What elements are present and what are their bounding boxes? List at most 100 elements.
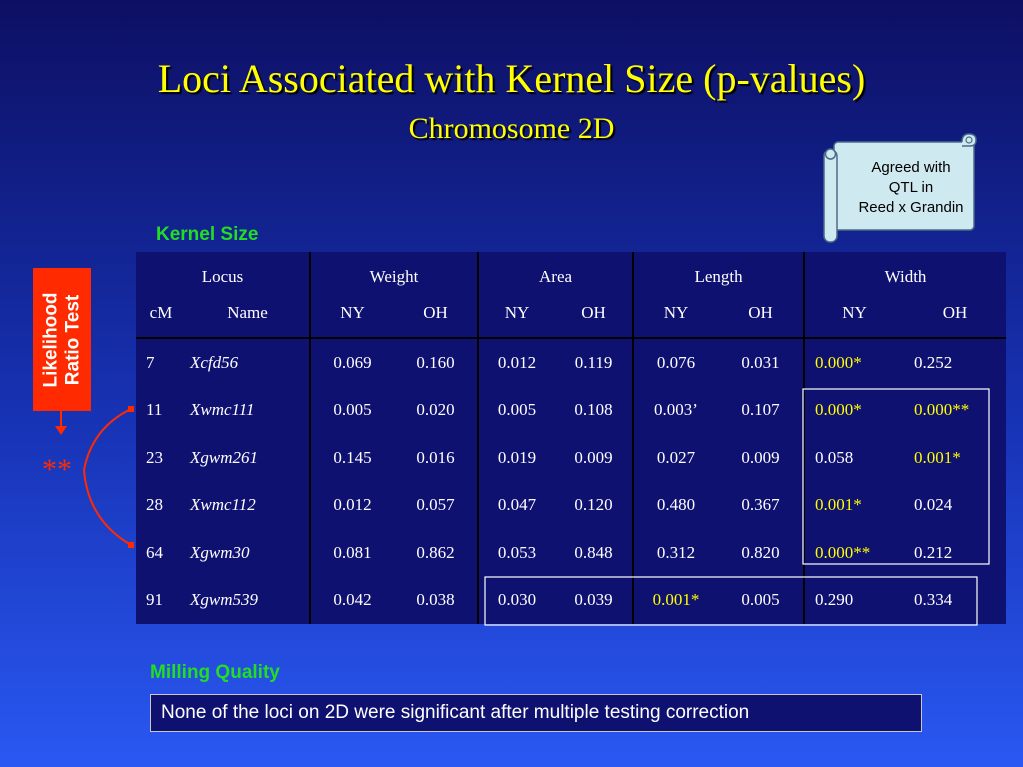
scroll-callout-text: Agreed with QTL in Reed x Grandin <box>838 158 984 218</box>
table-row: 91 Xgwm539 0.042 0.038 0.030 0.039 0.001* 0.005… <box>136 576 1006 624</box>
cell-weight-oh: 0.016 <box>416 447 455 467</box>
cell-length-oh: 0.005 <box>741 590 780 610</box>
cell-area-oh: 0.108 <box>574 400 613 420</box>
cell-weight-oh: 0.862 <box>416 542 455 562</box>
cell-weight-ny: 0.069 <box>309 337 395 387</box>
table-subheader-row: cM Name NY OH NY OH NY OH NY OH <box>136 302 1007 338</box>
significance-asterisks: ** <box>42 453 72 486</box>
cell-length-ny: 0.312 <box>632 528 719 577</box>
table-row: 64 Xgwm30 0.081 0.862 0.053 0.848 0.312 0.820 0.… <box>136 528 1006 577</box>
subheader-ny: NY <box>803 302 905 338</box>
cell-cm: 64 <box>146 542 163 562</box>
cell-cm: 28 <box>146 495 163 515</box>
subheader-ny: NY <box>632 302 719 338</box>
cell-length-oh: 0.031 <box>741 352 780 372</box>
milling-quality-label: Milling Quality <box>150 662 280 683</box>
cell-length-oh: 0.820 <box>741 542 780 562</box>
cell-weight-oh: 0.038 <box>416 590 455 610</box>
subheader-oh: OH <box>942 302 968 322</box>
subheader-ny: NY <box>477 302 556 338</box>
milling-note-box: None of the loci on 2D were significant … <box>150 694 922 732</box>
table-row: 28 Xwmc112 0.012 0.057 0.047 0.120 0.480 0.367 0… <box>136 481 1006 529</box>
cell-length-oh: 0.009 <box>741 447 780 467</box>
subheader-ny: NY <box>309 302 395 338</box>
cell-area-ny: 0.012 <box>477 337 556 387</box>
header-weight: Weight <box>309 252 479 303</box>
connector-dot <box>128 542 134 548</box>
subheader-oh: OH <box>581 302 606 322</box>
scroll-callout <box>822 132 978 244</box>
cell-weight-ny: 0.012 <box>309 481 395 529</box>
cell-length-ny: 0.027 <box>632 433 719 482</box>
cell-width-oh: 0.024 <box>914 495 953 515</box>
cell-length-ny: 0.480 <box>632 481 719 529</box>
kernel-size-table: Locus Weight Area Length Width cM Name N… <box>136 252 1007 624</box>
cell-cm: 91 <box>146 590 163 610</box>
cell-name: Xgwm30 <box>190 542 250 562</box>
cell-weight-oh: 0.160 <box>416 352 455 372</box>
cell-cm: 11 <box>146 400 163 420</box>
header-locus: Locus <box>201 267 244 287</box>
subheader-oh: OH <box>423 302 448 322</box>
header-width: Width <box>803 252 1007 303</box>
cell-width-ny: 0.058 <box>803 433 905 482</box>
cell-width-ny: 0.000* <box>803 337 905 387</box>
cell-width-ny: 0.290 <box>803 576 905 624</box>
cell-area-ny: 0.053 <box>477 528 556 577</box>
cell-area-ny: 0.047 <box>477 481 556 529</box>
scroll-callout-line: Agreed with <box>871 159 951 176</box>
table-row: 11 Xwmc111 0.005 0.020 0.005 0.108 0.003’ 0.107… <box>136 386 1006 434</box>
cell-area-oh: 0.009 <box>574 447 613 467</box>
header-length: Length <box>632 252 805 303</box>
cell-width-oh: 0.252 <box>914 352 953 372</box>
scroll-callout-line: Reed x Grandin <box>858 199 964 216</box>
cell-area-oh: 0.119 <box>574 352 613 372</box>
cell-weight-oh: 0.020 <box>416 400 455 420</box>
cell-length-oh: 0.107 <box>741 400 780 420</box>
likelihood-ratio-box <box>33 268 91 411</box>
cell-area-ny: 0.005 <box>477 386 556 434</box>
cell-length-ny: 0.001* <box>632 576 719 624</box>
cell-area-oh: 0.120 <box>574 495 613 515</box>
cell-name: Xwmc111 <box>190 400 255 420</box>
cell-weight-ny: 0.145 <box>309 433 395 482</box>
slide-subtitle: Chromosome 2D <box>408 112 615 145</box>
cell-width-ny: 0.000** <box>803 528 905 577</box>
cell-weight-oh: 0.057 <box>416 495 455 515</box>
cell-name: Xwmc112 <box>190 495 256 515</box>
subheader-oh: OH <box>748 302 773 322</box>
slide-title: Loci Associated with Kernel Size (p-valu… <box>157 56 866 101</box>
cell-name: Xgwm261 <box>190 447 258 467</box>
subheader-cm: cM <box>149 302 173 322</box>
table-row: 23 Xgwm261 0.145 0.016 0.019 0.009 0.027 0.009 0… <box>136 433 1006 482</box>
length-highlight-box <box>484 576 978 626</box>
table-header-row: Locus Weight Area Length Width <box>136 252 1007 303</box>
cell-width-ny: 0.001* <box>803 481 905 529</box>
header-area: Area <box>477 252 634 303</box>
cell-length-ny: 0.076 <box>632 337 719 387</box>
cell-area-ny: 0.030 <box>477 576 556 624</box>
scroll-shape-icon <box>823 133 977 243</box>
cell-area-ny: 0.019 <box>477 433 556 482</box>
cell-width-oh: 0.212 <box>914 542 953 562</box>
table-row: 7 Xcfd56 0.069 0.160 0.012 0.119 0.076 0.031 0.0… <box>136 337 1006 387</box>
cell-length-ny: 0.003’ <box>632 386 719 434</box>
cell-weight-ny: 0.042 <box>309 576 395 624</box>
width-highlight-box <box>802 388 990 565</box>
cell-width-oh: 0.001* <box>914 447 961 467</box>
cell-name: Xcfd56 <box>190 352 239 372</box>
connector-dot <box>128 406 134 412</box>
cell-weight-ny: 0.081 <box>309 528 395 577</box>
cell-width-oh: 0.000** <box>914 400 970 420</box>
arrow-down-icon <box>55 426 67 435</box>
kernel-size-label: Kernel Size <box>156 224 259 245</box>
cell-width-ny: 0.000* <box>803 386 905 434</box>
cell-name: Xgwm539 <box>190 590 258 610</box>
cell-area-oh: 0.039 <box>574 590 613 610</box>
cell-length-oh: 0.367 <box>741 495 780 515</box>
cell-width-oh: 0.334 <box>914 590 953 610</box>
bracket-connector <box>82 408 132 546</box>
subheader-name: Name <box>227 302 268 322</box>
cell-weight-ny: 0.005 <box>309 386 395 434</box>
